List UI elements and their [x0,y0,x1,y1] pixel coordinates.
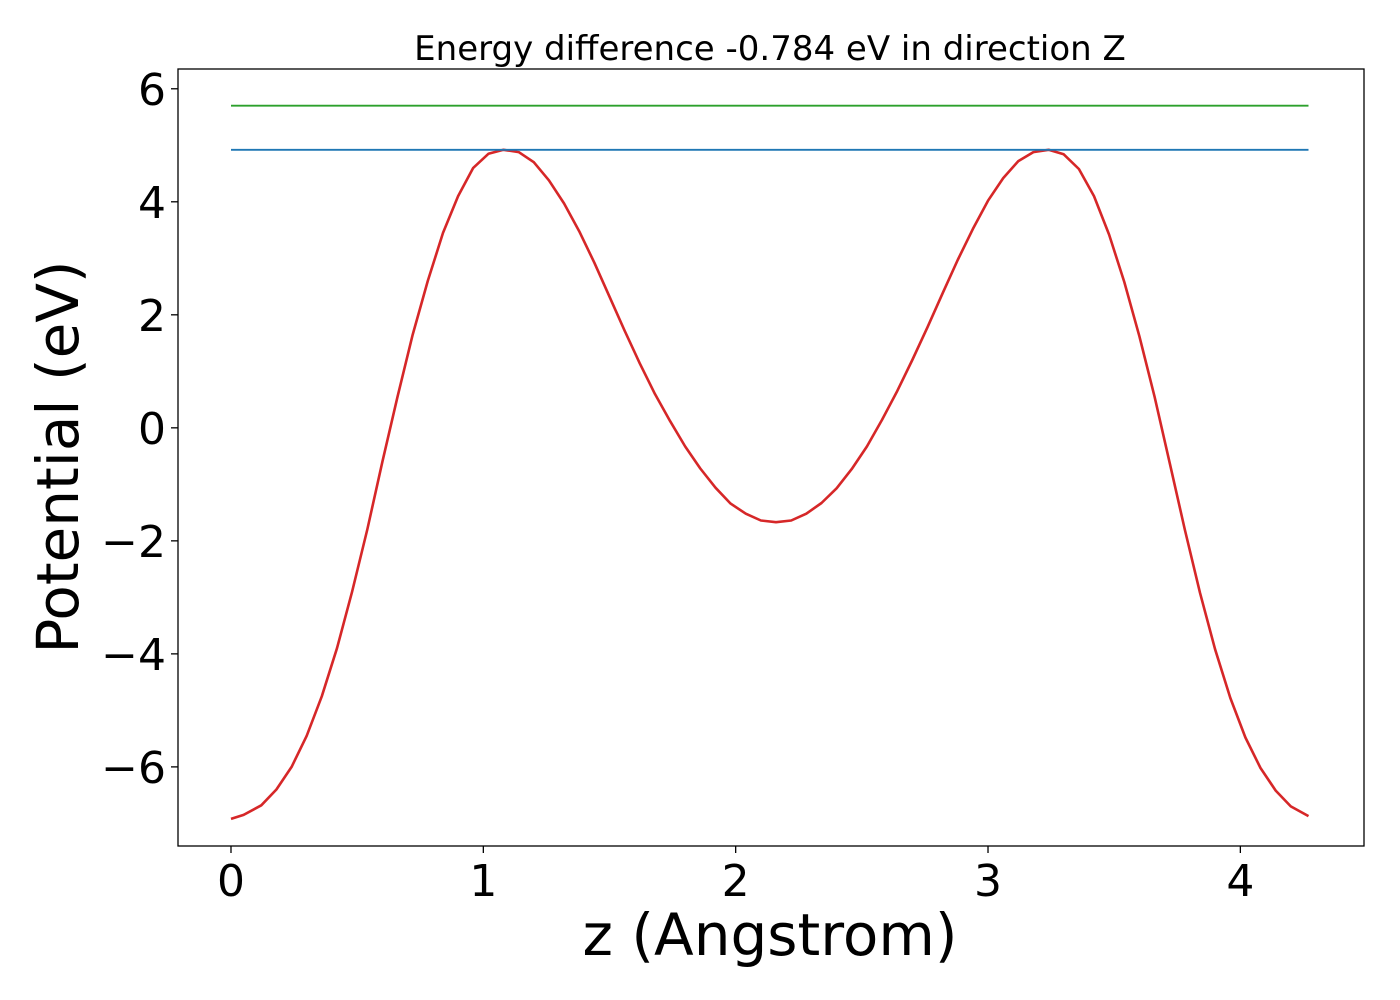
y-tick-label: 2 [138,291,166,342]
y-tick-label: −2 [101,517,166,568]
y-tick-label: −4 [101,630,166,681]
x-axis-label: z (Angstrom) [583,901,958,969]
plot-lines [230,104,1310,821]
x-axis-ticks: 0 1 2 3 4 [217,846,1254,907]
y-axis-ticks: −6 −4 −2 0 2 4 6 [101,65,178,794]
x-tick-label: 4 [1226,856,1254,907]
potential-curve [230,148,1310,821]
y-tick-label: 4 [138,178,166,229]
x-tick-label: 1 [469,856,497,907]
x-tick-label: 2 [722,856,750,907]
x-tick-label: 3 [974,856,1002,907]
x-tick-label: 0 [217,856,245,907]
y-tick-label: 0 [138,404,166,455]
y-axis-label: Potential (eV) [24,260,92,653]
y-tick-label: −6 [101,743,166,794]
y-tick-label: 6 [138,65,166,116]
chart-title: Energy difference -0.784 eV in direction… [414,29,1126,69]
plot-frame [177,68,1365,847]
